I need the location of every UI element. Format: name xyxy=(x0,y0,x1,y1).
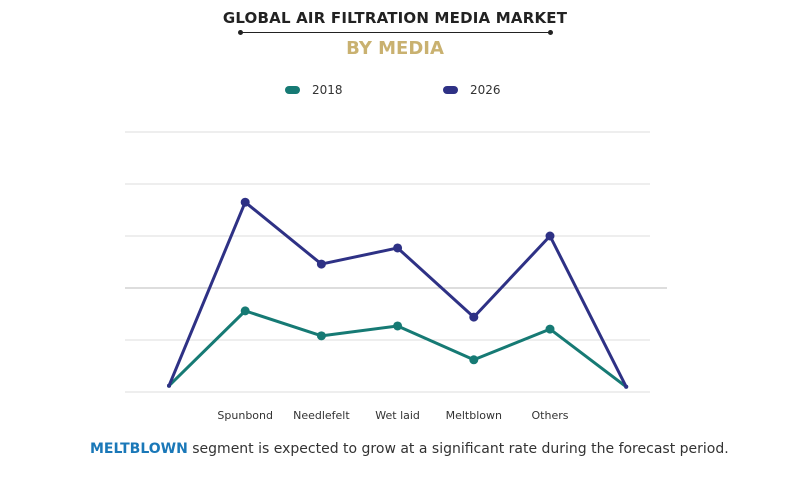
footnote-highlight: MELTBLOWN xyxy=(90,441,188,457)
legend-label: 2018 xyxy=(312,83,343,97)
data-point-2018 xyxy=(240,306,250,316)
legend-item-2026: 2026 xyxy=(443,83,501,97)
chart-subtitle: BY MEDIA xyxy=(346,38,444,59)
divider-dot xyxy=(238,30,243,35)
x-tick-label: Spunbond xyxy=(217,409,273,422)
data-point-2026 xyxy=(316,259,326,269)
legend-item-2018: 2018 xyxy=(285,83,343,97)
data-point-2018 xyxy=(316,331,326,341)
data-point-2026 xyxy=(393,243,403,253)
data-point-2018 xyxy=(393,321,403,331)
title-divider xyxy=(240,32,550,33)
legend-swatch xyxy=(285,86,300,94)
data-point-2026 xyxy=(240,197,250,207)
x-tick-label: Needlefelt xyxy=(293,409,350,422)
data-point-2026 xyxy=(469,312,479,322)
divider-dot xyxy=(548,30,553,35)
footnote: MELTBLOWN segment is expected to grow at… xyxy=(90,441,729,457)
chart-title: GLOBAL AIR FILTRATION MEDIA MARKET xyxy=(222,9,568,27)
footnote-text: segment is expected to grow at a signifi… xyxy=(187,441,729,457)
series-line-2026 xyxy=(167,200,628,388)
x-tick-label: Meltblown xyxy=(446,409,502,422)
data-point-2018 xyxy=(545,324,555,334)
legend-swatch xyxy=(443,86,458,94)
x-tick-label: Wet laid xyxy=(375,409,420,422)
legend-label: 2026 xyxy=(470,83,501,97)
data-point-2026 xyxy=(167,383,171,388)
data-point-2026 xyxy=(624,384,629,389)
x-tick-label: Others xyxy=(532,409,569,422)
data-point-2026 xyxy=(545,231,555,241)
data-point-2018 xyxy=(469,355,479,365)
